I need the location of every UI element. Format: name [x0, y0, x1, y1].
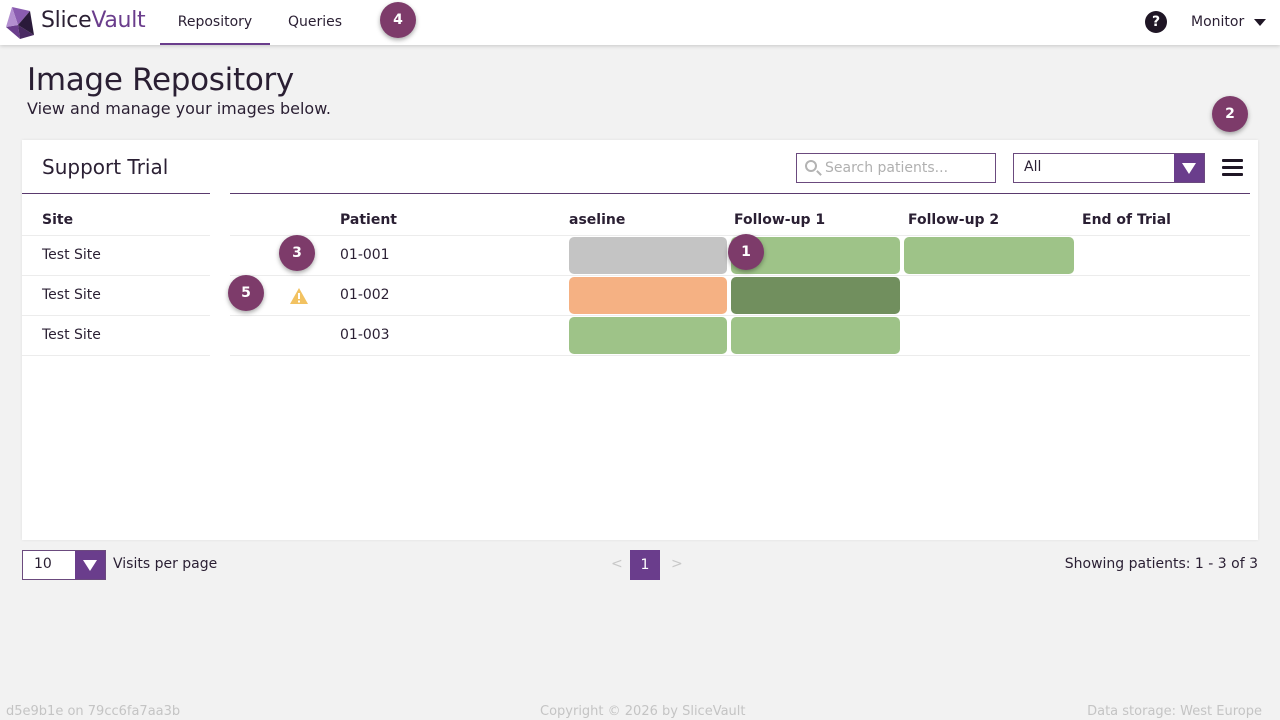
next-page-button[interactable]: >	[671, 556, 683, 572]
tab-repository[interactable]: Repository	[160, 0, 270, 45]
guide-badge-4[interactable]: 4	[380, 2, 416, 38]
current-page-button[interactable]: 1	[630, 550, 660, 580]
divider	[22, 193, 210, 194]
site-cell: Test Site	[22, 236, 210, 276]
slicevault-logo-icon	[6, 7, 34, 39]
per-page-label: Visits per page	[113, 556, 218, 572]
repository-card: Support Trial All Site Test Site Test Si…	[22, 140, 1258, 540]
search-icon	[805, 160, 817, 172]
filter-selected-value: All	[1024, 159, 1042, 175]
dropdown-button[interactable]	[1174, 154, 1204, 182]
warning-icon	[290, 288, 308, 304]
visit-cell-follow-up-2[interactable]	[904, 237, 1074, 274]
search-input[interactable]	[825, 157, 990, 179]
per-page-value: 10	[34, 556, 52, 572]
user-menu-label: Monitor	[1191, 14, 1245, 30]
dropdown-button[interactable]	[75, 551, 105, 579]
site-header: Site	[22, 200, 210, 236]
previous-page-button[interactable]: <	[611, 556, 623, 572]
column-header-end-of-trial[interactable]: End of Trial	[1082, 212, 1171, 228]
page-subtitle: View and manage your images below.	[27, 99, 331, 118]
guide-badge-3[interactable]: 3	[279, 235, 315, 271]
version-info: d5e9b1e on 79cc6fa7aa3b	[6, 704, 181, 719]
top-nav-bar: SliceVault Repository Queries ? Monitor	[0, 0, 1280, 45]
grid-header: Patient aseline Follow-up 1 Follow-up 2 …	[230, 200, 1250, 236]
visits-per-page-select[interactable]: 10	[22, 550, 106, 580]
visit-grid: Patient aseline Follow-up 1 Follow-up 2 …	[230, 200, 1250, 356]
user-menu[interactable]: Monitor	[1191, 0, 1267, 45]
visit-cell-follow-up-1[interactable]	[731, 317, 900, 354]
patient-id-link[interactable]: 01-002	[340, 287, 390, 303]
guide-badge-2[interactable]: 2	[1212, 96, 1248, 132]
triangle-down-icon	[1182, 163, 1196, 174]
trial-name: Support Trial	[42, 155, 169, 179]
column-header-follow-up-2[interactable]: Follow-up 2	[908, 212, 1000, 228]
column-header-follow-up-1[interactable]: Follow-up 1	[734, 212, 826, 228]
site-cell: Test Site	[22, 316, 210, 356]
column-header-baseline[interactable]: aseline	[569, 212, 626, 228]
guide-badge-1[interactable]: 1	[728, 234, 764, 270]
tab-queries[interactable]: Queries	[287, 14, 343, 30]
showing-count: Showing patients: 1 - 3 of 3	[1064, 556, 1258, 572]
visit-cell-follow-up-1[interactable]	[731, 277, 900, 314]
patient-id-link[interactable]: 01-003	[340, 327, 390, 343]
column-header-patient[interactable]: Patient	[340, 212, 397, 228]
site-column: Site Test Site Test Site Test Site	[22, 200, 210, 356]
menu-icon[interactable]	[1222, 159, 1243, 177]
guide-badge-5[interactable]: 5	[228, 275, 264, 311]
divider	[230, 193, 1250, 194]
visit-cell-baseline[interactable]	[569, 317, 727, 354]
brand-name[interactable]: SliceVault	[41, 8, 146, 33]
table-row: 01-002	[230, 276, 1250, 316]
page-title: Image Repository	[27, 62, 294, 98]
chevron-down-icon	[1254, 18, 1267, 26]
triangle-down-icon	[83, 560, 97, 571]
visit-cell-baseline[interactable]	[569, 237, 727, 274]
table-row: 01-003	[230, 316, 1250, 356]
visit-cell-baseline[interactable]	[569, 277, 727, 314]
help-icon[interactable]: ?	[1145, 11, 1167, 33]
patient-search[interactable]	[796, 153, 996, 183]
data-storage-info: Data storage: West Europe	[1087, 704, 1262, 719]
patient-id-link[interactable]: 01-001	[340, 247, 390, 263]
site-cell: Test Site	[22, 276, 210, 316]
copyright: Copyright © 2026 by SliceVault	[540, 704, 746, 719]
status-filter-select[interactable]: All	[1013, 153, 1205, 183]
